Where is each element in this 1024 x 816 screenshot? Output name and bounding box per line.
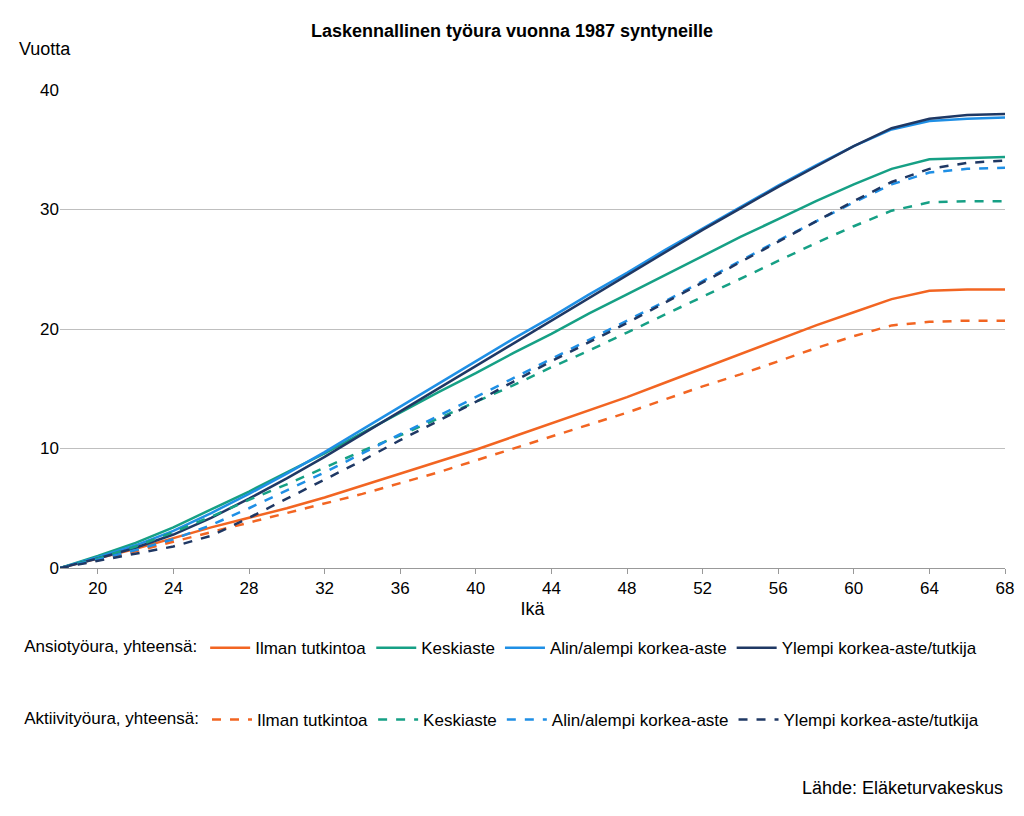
svg-text:0: 0 bbox=[50, 559, 59, 578]
svg-text:56: 56 bbox=[769, 579, 788, 598]
svg-text:32: 32 bbox=[315, 579, 334, 598]
svg-text:64: 64 bbox=[920, 579, 939, 598]
svg-text:Alin/alempi korkea-aste: Alin/alempi korkea-aste bbox=[552, 711, 729, 730]
svg-text:Ylempi korkea-aste/tutkija: Ylempi korkea-aste/tutkija bbox=[784, 711, 979, 730]
svg-text:30: 30 bbox=[40, 200, 59, 219]
svg-text:Ylempi korkea-aste/tutkija: Ylempi korkea-aste/tutkija bbox=[782, 639, 977, 658]
svg-text:Laskennallinen työura vuonna 1: Laskennallinen työura vuonna 1987 syntyn… bbox=[311, 21, 713, 41]
svg-text:Lähde: Eläketurvakeskus: Lähde: Eläketurvakeskus bbox=[802, 778, 1003, 798]
svg-text:20: 20 bbox=[40, 320, 59, 339]
svg-text:44: 44 bbox=[542, 579, 561, 598]
svg-text:Keskiaste: Keskiaste bbox=[421, 639, 495, 658]
svg-text:Ilman tutkintoa: Ilman tutkintoa bbox=[255, 639, 366, 658]
svg-text:28: 28 bbox=[240, 579, 259, 598]
svg-text:Keskiaste: Keskiaste bbox=[423, 711, 497, 730]
svg-text:Vuotta: Vuotta bbox=[19, 39, 71, 59]
svg-text:Ikä: Ikä bbox=[520, 599, 545, 619]
svg-text:60: 60 bbox=[844, 579, 863, 598]
svg-text:68: 68 bbox=[996, 579, 1015, 598]
svg-text:Alin/alempi korkea-aste: Alin/alempi korkea-aste bbox=[550, 639, 727, 658]
svg-text:20: 20 bbox=[88, 579, 107, 598]
svg-text:36: 36 bbox=[391, 579, 410, 598]
svg-text:40: 40 bbox=[466, 579, 485, 598]
svg-text:Ansiotyöura, yhteensä:: Ansiotyöura, yhteensä: bbox=[24, 637, 197, 656]
svg-text:Ilman tutkintoa: Ilman tutkintoa bbox=[257, 711, 368, 730]
svg-text:24: 24 bbox=[164, 579, 183, 598]
svg-text:10: 10 bbox=[40, 439, 59, 458]
svg-text:Aktiivityöura, yhteensä:: Aktiivityöura, yhteensä: bbox=[24, 709, 199, 728]
svg-text:52: 52 bbox=[693, 579, 712, 598]
svg-text:40: 40 bbox=[40, 81, 59, 100]
svg-text:48: 48 bbox=[618, 579, 637, 598]
